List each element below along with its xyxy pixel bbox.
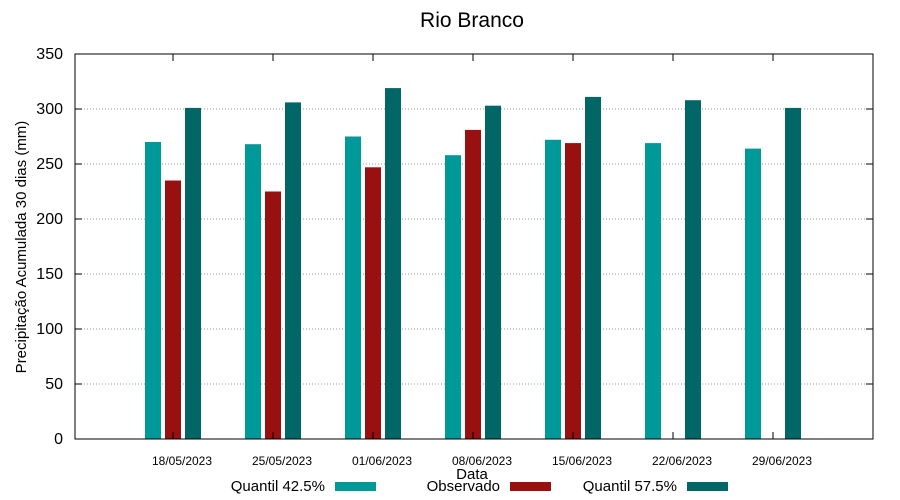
x-axis-ticks: 18/05/2023 25/05/2023 01/06/2023 08/06/2023… — [152, 54, 812, 468]
bar — [785, 107, 801, 440]
x-tick-label: 01/06/2023 — [352, 454, 412, 468]
bar — [645, 143, 661, 439]
y-tick-label: 200 — [36, 211, 63, 228]
x-tick-label: 15/06/2023 — [552, 454, 612, 468]
plot-frame — [74, 53, 874, 440]
legend-swatch — [510, 482, 551, 491]
x-tick-label: 29/06/2023 — [752, 454, 812, 468]
legend-label: Observado — [427, 478, 500, 495]
bar — [245, 144, 261, 439]
chart-title: Rio Branco — [420, 9, 524, 32]
y-tick-label: 300 — [36, 101, 63, 118]
legend-swatch — [335, 482, 376, 491]
bar — [365, 167, 381, 440]
bar — [145, 142, 161, 439]
bar — [565, 143, 581, 439]
bar — [485, 105, 501, 439]
y-tick-label: 350 — [36, 46, 63, 63]
y-tick-label: 0 — [54, 431, 63, 448]
bar — [385, 88, 401, 439]
bar — [165, 180, 181, 439]
legend-label: Quantil 42.5% — [231, 478, 325, 495]
legend-swatch — [687, 482, 728, 491]
x-tick-label: 22/06/2023 — [652, 454, 712, 468]
y-tick-label: 150 — [36, 266, 63, 283]
bar — [265, 191, 281, 439]
bar — [465, 129, 481, 439]
bar — [585, 96, 601, 440]
bar — [545, 139, 561, 440]
y-tick-label: 50 — [45, 376, 63, 393]
bar — [445, 155, 461, 439]
y-tick-label: 250 — [36, 156, 63, 173]
x-axis-label: Data — [456, 466, 488, 483]
y-axis-label: Precipitação Acumulada 30 dias (mm) — [13, 121, 30, 374]
bars — [145, 88, 801, 440]
bar — [745, 148, 761, 439]
y-tick-label: 100 — [36, 321, 63, 338]
bar — [685, 100, 701, 439]
bar — [185, 107, 201, 440]
x-tick-label: 18/05/2023 — [152, 454, 212, 468]
y-axis-ticks: 0 50 100 150 200 250 300 350 — [36, 46, 873, 448]
x-tick-label: 25/05/2023 — [252, 454, 312, 468]
x-tick-label: 08/06/2023 — [452, 454, 512, 468]
legend: Quantil 42.5% Observado Quantil 57.5% — [231, 478, 728, 495]
bar — [345, 136, 361, 439]
legend-label: Quantil 57.5% — [583, 478, 677, 495]
bar — [285, 102, 301, 440]
